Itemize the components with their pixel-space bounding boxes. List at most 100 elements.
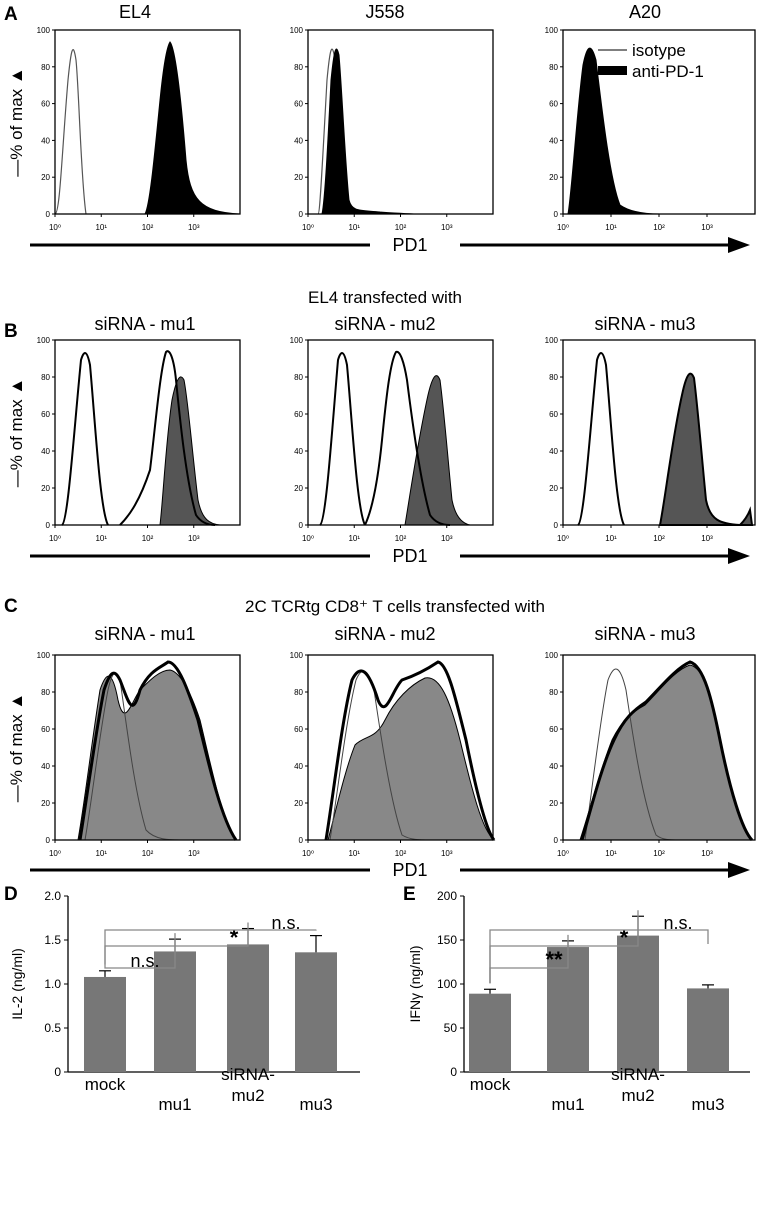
y-tick-label: 100 <box>290 651 304 660</box>
x-tick-label: 10¹ <box>605 849 617 858</box>
histogram-c-mu3 <box>579 660 754 842</box>
y-tick-label: 100 <box>437 977 457 991</box>
y-tick-label: 0 <box>54 1065 61 1079</box>
isotype-curve <box>61 352 109 526</box>
x-tick-label: 10⁰ <box>49 849 61 858</box>
isotype-curve <box>577 352 625 526</box>
x-tick-label: 10³ <box>188 223 200 232</box>
x-tick-label: 10³ <box>701 223 713 232</box>
y-tick-label: 80 <box>294 63 303 72</box>
y-tick-label: 0.5 <box>44 1021 61 1035</box>
y-tick-label: 0 <box>46 210 51 219</box>
y-tick-label: 80 <box>549 688 558 697</box>
y-tick-label: 60 <box>549 100 558 109</box>
y-tick-label: 100 <box>37 26 51 35</box>
control-curve <box>119 350 216 526</box>
y-tick-label: 40 <box>294 762 303 771</box>
histogram-x-axis-label: PD1 <box>392 860 427 880</box>
y-axis-label: IL-2 (ng/ml) <box>9 948 25 1020</box>
panel-a: A EL4 J558 A20 isotype anti-PD-1 <box>4 2 704 215</box>
panel-c-subtitle: 2C TCRtg CD8⁺ T cells transfected with <box>245 597 545 616</box>
histogram-x-axis-label: PD1 <box>392 546 427 566</box>
x-tick-label: 10¹ <box>95 534 107 543</box>
y-tick-label: 2.0 <box>44 889 61 903</box>
y-axis-label: IFNγ (ng/ml) <box>407 946 423 1023</box>
y-tick-label: 60 <box>294 725 303 734</box>
category-label-1: mu1 <box>551 1095 584 1114</box>
significance-bracket-line <box>104 929 317 965</box>
control-curve <box>78 660 238 841</box>
y-tick-label: 20 <box>549 799 558 808</box>
y-tick-label: 80 <box>41 688 50 697</box>
category-label-line: siRNA- <box>221 1065 275 1084</box>
significance-label: n.s. <box>130 951 159 971</box>
y-tick-label: 40 <box>549 762 558 771</box>
anti-pd1-histogram <box>144 41 241 215</box>
significance-label: ** <box>545 947 563 972</box>
panel-c-title-mu3: siRNA - mu3 <box>594 624 695 644</box>
y-tick-label: 0 <box>554 521 559 530</box>
anti-pd1-histogram <box>321 48 421 215</box>
category-label-line: mu3 <box>299 1095 332 1114</box>
sirna-filled-histogram <box>327 677 496 841</box>
significance-bracket-line <box>104 933 176 969</box>
x-tick-label: 10² <box>142 534 154 543</box>
sirna-filled-histogram <box>658 372 754 527</box>
histogram-b-mu2 <box>319 350 471 526</box>
histogram-c-mu1 <box>77 660 238 841</box>
histogram-frame-b-1: 0 20 40 60 80 100 10⁰ 10¹ 10² 10³ <box>37 336 241 543</box>
y-tick-label: 0 <box>554 210 559 219</box>
y-tick-label: 40 <box>549 447 558 456</box>
x-tick-label: 10² <box>395 534 407 543</box>
control-curve <box>580 660 754 842</box>
category-label-line: mu2 <box>621 1086 654 1105</box>
isotype-curve <box>54 49 87 215</box>
x-tick-label: 10¹ <box>605 223 617 232</box>
category-label-line: mu3 <box>691 1095 724 1114</box>
histogram-a-j558 <box>317 48 421 215</box>
y-tick-label: 80 <box>294 688 303 697</box>
histogram-y-axis-label: —% of max ▲ <box>7 67 26 176</box>
y-tick-label: 40 <box>41 762 50 771</box>
y-tick-label: 60 <box>41 100 50 109</box>
histogram-frame-c-3: 0 20 40 60 80 100 10⁰ 10¹ 10² 10³ <box>545 651 756 858</box>
bar-chart-d: 0 0.5 1.0 1.5 2.0 IL-2 (ng/ml) mock mu1 siRNA-mu… <box>9 889 360 1114</box>
y-tick-label: 20 <box>41 799 50 808</box>
histogram-frame-b-2: 0 20 40 60 80 100 10⁰ 10¹ 10² 10³ <box>290 336 494 543</box>
x-tick-label: 10² <box>653 534 665 543</box>
category-label-line: mu1 <box>158 1095 191 1114</box>
x-tick-label: 10³ <box>701 849 713 858</box>
x-tick-label: 10¹ <box>348 223 360 232</box>
y-tick-label: 80 <box>549 63 558 72</box>
panel-b: B EL4 transfected with siRNA - mu1 siRNA… <box>4 288 754 527</box>
bar-1 <box>154 951 196 1072</box>
histogram-frames: 0 20 40 60 80 100 10⁰ 10¹ 10² 10³ 0 20 40 60 80 100 10⁰ 1… <box>7 26 756 880</box>
y-tick-label: 50 <box>444 1021 458 1035</box>
control-curve <box>364 350 451 526</box>
y-tick-label: 20 <box>294 173 303 182</box>
x-tick-label: 10³ <box>188 849 200 858</box>
y-tick-label: 100 <box>545 651 559 660</box>
histogram-c-mu2 <box>324 660 496 841</box>
bar-0 <box>469 993 511 1072</box>
legend-anti-pd1-swatch <box>598 66 627 75</box>
panel-c: C 2C TCRtg CD8⁺ T cells transfected with… <box>4 596 754 842</box>
control-curve <box>324 660 496 841</box>
histogram-frame-c-1: 0 20 40 60 80 100 10⁰ 10¹ 10² 10³ <box>37 651 241 858</box>
y-tick-label: 80 <box>294 373 303 382</box>
y-tick-label: 1.0 <box>44 977 61 991</box>
histogram-frame-b-3: 0 20 40 60 80 100 10⁰ 10¹ 10² 10³ <box>545 336 756 543</box>
x-tick-label: 10⁰ <box>49 223 61 232</box>
isotype-curve <box>319 352 366 526</box>
category-label-0: mock <box>470 1075 511 1094</box>
histogram-y-axis-label: —% of max ▲ <box>7 378 26 487</box>
panel-d-letter: D <box>4 884 18 905</box>
panel-c-title-mu1: siRNA - mu1 <box>94 624 195 644</box>
x-tick-label: 10³ <box>188 534 200 543</box>
x-tick-label: 10³ <box>441 849 453 858</box>
panel-b-subtitle: EL4 transfected with <box>308 288 462 307</box>
category-label-2: siRNA-mu2 <box>611 1065 665 1105</box>
panel-b-title-mu2: siRNA - mu2 <box>334 314 435 334</box>
category-label-line: mock <box>470 1075 511 1094</box>
y-tick-label: 100 <box>545 336 559 345</box>
